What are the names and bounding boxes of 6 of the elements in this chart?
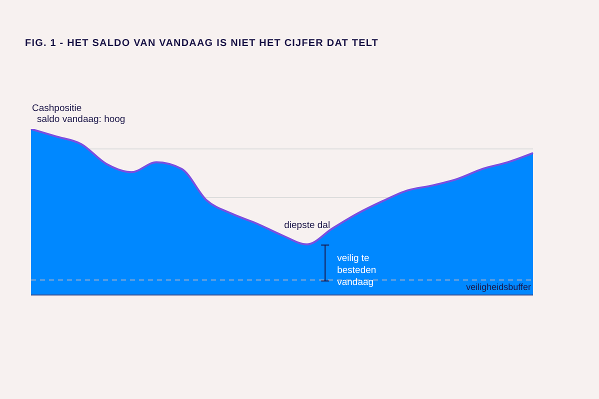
annotation: veilig te besteden vandaag	[337, 253, 376, 288]
ref-line-label: veiligheidsbuffer	[466, 282, 531, 292]
chart-title: FIG. 1 - HET SALDO VAN VANDAAG IS NIET HET CIJFER DAT TELT	[25, 38, 379, 49]
text: Cashpositie	[32, 103, 82, 114]
text: saldo vandaag: hoog	[37, 114, 126, 125]
annotation: diepste dal	[284, 220, 330, 232]
